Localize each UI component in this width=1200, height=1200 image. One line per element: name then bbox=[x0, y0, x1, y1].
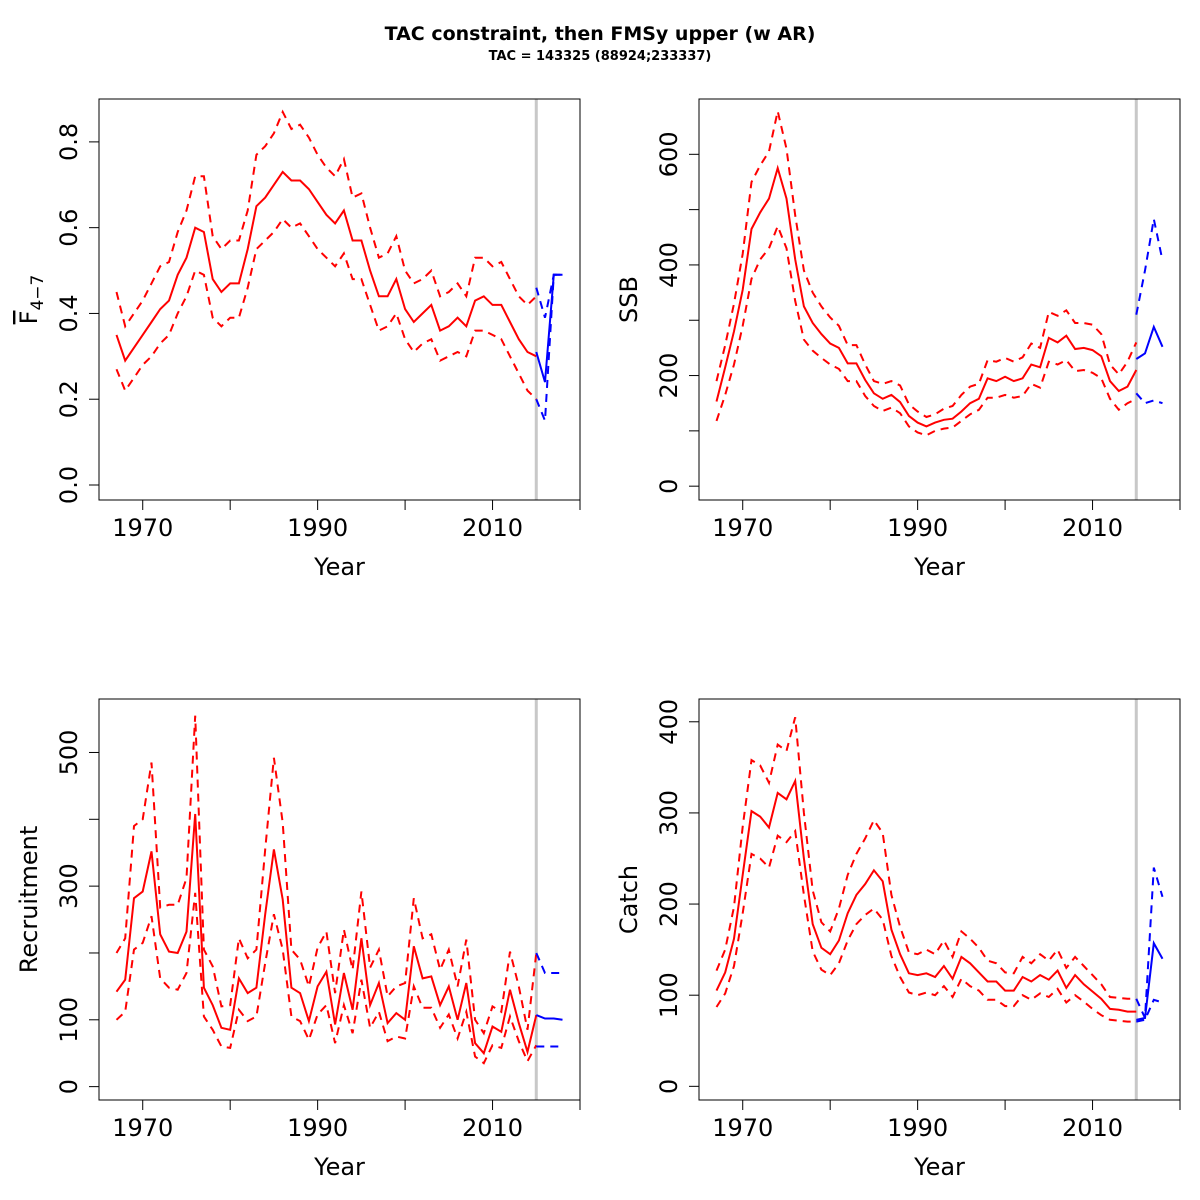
panel-ssb: 1970 1990 2010 0 200 400 600 Year SSB bbox=[615, 98, 1181, 581]
x-tick-label: 1990 bbox=[287, 1114, 348, 1142]
projection-mean-line bbox=[1136, 940, 1164, 1021]
x-axis-label: Year bbox=[913, 553, 965, 581]
projection-mean-line bbox=[535, 273, 563, 383]
x-tick-label: 1970 bbox=[712, 1114, 773, 1142]
y-axis-label: F4−7 bbox=[15, 275, 48, 325]
y-tick-label: 0 bbox=[655, 1079, 683, 1094]
x-tick-label: 1970 bbox=[712, 514, 773, 542]
y-axis-label: SSB bbox=[615, 276, 643, 323]
y-tick-label: 0.4 bbox=[55, 294, 83, 332]
historical-upper-ci-line bbox=[115, 715, 538, 1036]
y-tick-label: 200 bbox=[655, 353, 683, 399]
y-tick-label: 400 bbox=[655, 699, 683, 745]
x-tick-label: 2010 bbox=[1062, 514, 1123, 542]
y-tick-label: 100 bbox=[655, 972, 683, 1018]
projection-upper-ci-line bbox=[1135, 218, 1164, 315]
panel-recruitment: 1970 1990 2010 0 100 300 500 Year Recruitment bbox=[15, 698, 581, 1181]
historical-lower-ci-line bbox=[715, 223, 1137, 437]
projection-lower-ci-line bbox=[535, 273, 563, 422]
historical-upper-ci-line bbox=[715, 110, 1138, 419]
y-tick-label: 0 bbox=[55, 1079, 83, 1094]
y-tick-label: 200 bbox=[655, 881, 683, 927]
projection-lower-ci-line bbox=[1135, 392, 1163, 405]
x-tick-label: 2010 bbox=[462, 1114, 523, 1142]
historical-lower-ci-line bbox=[115, 892, 538, 1065]
plot-frame bbox=[98, 698, 581, 1101]
x-axis-label: Year bbox=[313, 1153, 365, 1181]
y-tick-label: 100 bbox=[55, 997, 83, 1043]
plot-frame bbox=[98, 98, 581, 501]
plot-frame bbox=[698, 698, 1181, 1101]
y-tick-label: 0.8 bbox=[55, 123, 83, 161]
x-tick-label: 1990 bbox=[887, 1114, 948, 1142]
projection-mean-line bbox=[535, 1014, 563, 1021]
y-axis-label: Catch bbox=[615, 865, 643, 934]
projection-upper-ci-line bbox=[535, 952, 563, 974]
figure-subtitle: TAC = 143325 (88924;233337) bbox=[489, 49, 712, 64]
historical-mean-line bbox=[715, 777, 1137, 1013]
y-tick-label: 400 bbox=[655, 242, 683, 288]
x-tick-label: 2010 bbox=[462, 514, 523, 542]
historical-lower-ci-line bbox=[715, 828, 1137, 1023]
x-tick-label: 1970 bbox=[112, 1114, 173, 1142]
y-tick-label: 500 bbox=[55, 730, 83, 776]
historical-mean-line bbox=[115, 170, 537, 363]
x-axis-label: Year bbox=[913, 1153, 965, 1181]
panel-fbar: 1970 1990 2010 0.0 0.2 0.4 0.6 0.8 Year F4−7 bbox=[15, 98, 581, 581]
projection-upper-ci-line bbox=[535, 273, 563, 318]
x-tick-label: 1990 bbox=[887, 514, 948, 542]
y-tick-label: 600 bbox=[655, 131, 683, 177]
projection-upper-ci-line bbox=[1135, 867, 1164, 1019]
plot-frame bbox=[698, 98, 1181, 501]
figure-title: TAC constraint, then FMSy upper (w AR) bbox=[385, 23, 816, 45]
x-tick-label: 1990 bbox=[287, 514, 348, 542]
x-axis-label: Year bbox=[313, 553, 365, 581]
y-tick-label: 300 bbox=[55, 863, 83, 909]
y-tick-label: 300 bbox=[655, 790, 683, 836]
historical-mean-line bbox=[715, 164, 1138, 428]
historical-upper-ci-line bbox=[115, 109, 537, 329]
y-axis-label: Recruitment bbox=[15, 826, 43, 973]
y-tick-label: 0.0 bbox=[55, 466, 83, 504]
historical-upper-ci-line bbox=[715, 716, 1137, 1000]
y-tick-label: 0 bbox=[655, 479, 683, 494]
y-tick-label: 0.6 bbox=[55, 209, 83, 247]
x-tick-label: 2010 bbox=[1062, 1114, 1123, 1142]
y-tick-label: 0.2 bbox=[55, 380, 83, 418]
historical-mean-line bbox=[115, 813, 538, 1056]
projection-mean-line bbox=[1135, 324, 1164, 360]
historical-lower-ci-line bbox=[115, 217, 537, 400]
projection-lower-ci-line bbox=[1136, 998, 1163, 1023]
x-tick-label: 1970 bbox=[112, 514, 173, 542]
panel-catch: 1970 1990 2010 0 100 200 300 400 Year Catch bbox=[615, 698, 1181, 1181]
